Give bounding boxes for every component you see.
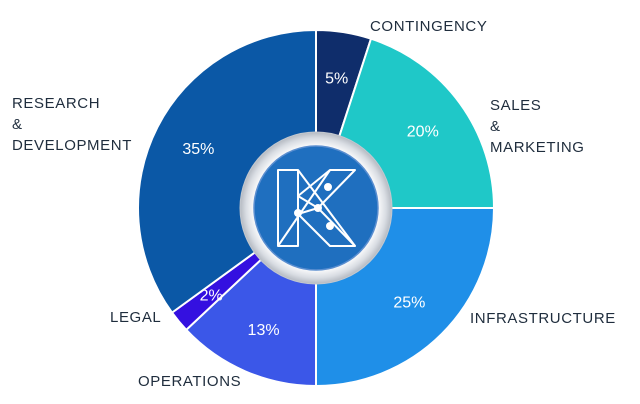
percent-labels-group: 5% 20% 25% 13% 2% 35% <box>182 71 438 340</box>
percent-label: 20% <box>407 123 439 140</box>
category-label: INFRASTRUCTURE <box>470 310 616 327</box>
percent-label: 5% <box>325 71 348 88</box>
category-label: LEGAL <box>110 309 161 326</box>
percent-label: 2% <box>200 288 223 305</box>
center-logo <box>239 131 393 285</box>
percent-label: 25% <box>393 294 425 311</box>
category-labels-group: CONTINGENCY SALES & MARKETING INFRASTRUCTURE… <box>12 18 616 390</box>
category-label: CONTINGENCY <box>370 18 487 35</box>
category-label: RESEARCH & DEVELOPMENT <box>12 95 132 154</box>
percent-label: 13% <box>248 322 280 339</box>
k-network-icon <box>277 169 356 247</box>
category-label: OPERATIONS <box>138 373 241 390</box>
category-label: SALES & MARKETING <box>490 97 585 156</box>
percent-label: 35% <box>182 141 214 158</box>
